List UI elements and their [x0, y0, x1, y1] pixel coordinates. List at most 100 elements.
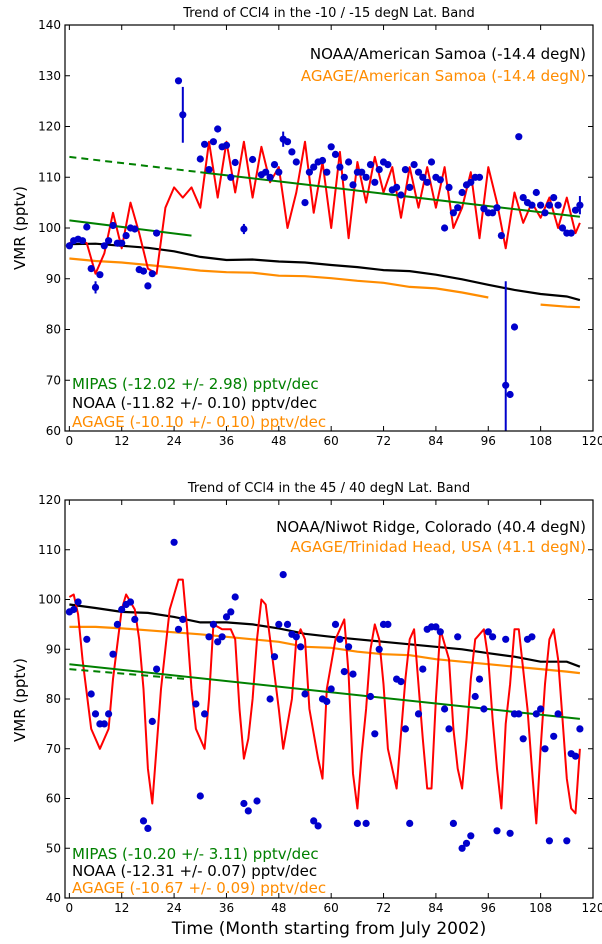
x-axis-label: Time (Month starting from July 2002): [171, 919, 486, 939]
agage-line: [69, 257, 580, 309]
mipas-point-28: [218, 633, 226, 641]
mipas-point-83: [493, 827, 501, 835]
mipas-point-88: [497, 232, 505, 240]
x-tick-label-12: 12: [114, 901, 129, 915]
mipas-point-68: [410, 161, 418, 169]
panel-top-axis-ticks: 0 12 24 36 48 60 72 84 96 108 120 60 70 80 90 100 110 120…: [38, 18, 602, 448]
mipas-point-36: [266, 173, 274, 181]
mipas-point-57: [362, 173, 370, 181]
mipas-point-69: [432, 623, 440, 631]
mipas-point-7: [100, 720, 108, 728]
mipas-point-31: [231, 158, 239, 167]
mipas-point-39: [283, 620, 292, 629]
mipas-point-49: [327, 143, 335, 151]
mipas-point-86: [489, 209, 497, 217]
mipas-point-95: [550, 732, 558, 740]
mipas-point-20: [153, 229, 161, 237]
mipas-point-29: [222, 141, 231, 149]
mipas-trend-dashed-line: [69, 668, 188, 681]
y-tick-label-100: 100: [38, 221, 61, 235]
mipas-point-59: [371, 178, 379, 186]
mipas-point-78: [471, 692, 479, 701]
mipas-point-75: [441, 224, 449, 232]
mipas-point-1: [70, 605, 78, 614]
y-tick-label-60: 60: [46, 424, 61, 438]
mipas-point-66: [419, 665, 427, 673]
mipas-point-16: [144, 824, 152, 833]
mipas-point-85: [506, 829, 514, 837]
mipas-point-88: [519, 735, 527, 743]
y-tick-label-80: 80: [46, 692, 61, 706]
mipas-point-30: [227, 173, 235, 181]
mipas-point-64: [406, 819, 414, 828]
mipas-point-26: [209, 620, 217, 629]
panel-bottom-title: Trend of CCl4 in the 45 / 40 degN Lat. B…: [187, 481, 470, 496]
mipas-point-71: [423, 178, 431, 186]
x-tick-label-108: 108: [529, 434, 552, 448]
mipas-point-29: [222, 613, 231, 621]
mipas-point-91: [510, 323, 519, 331]
mipas-point-56: [366, 692, 375, 701]
mipas-point-106: [576, 201, 584, 209]
mipas-point-104: [567, 229, 575, 237]
mipas-point-0: [65, 242, 73, 250]
mipas-point-52: [345, 643, 353, 651]
panel-top-legend-mipas-trend: MIPAS (-12.02 +/- 2.98) pptv/dec: [72, 375, 319, 393]
mipas-point-80: [480, 705, 488, 713]
mipas-point-42: [297, 643, 305, 651]
mipas-point-48: [323, 168, 331, 176]
mipas-point-3: [78, 237, 87, 245]
mipas-point-37: [275, 620, 283, 629]
mipas-point-18: [144, 282, 152, 290]
mipas-point-27: [214, 125, 222, 133]
mipas-point-70: [419, 173, 427, 181]
panel-bottom: Trend of CCl4 in the 45 / 40 degN Lat. B…: [11, 481, 602, 915]
mipas-point-31: [231, 593, 239, 601]
mipas-point-51: [336, 163, 344, 171]
mipas-point-74: [454, 633, 462, 641]
mipas-point-100: [576, 725, 584, 733]
x-tick-label-96: 96: [481, 901, 496, 915]
mipas-point-97: [537, 201, 545, 209]
mipas-point-99: [545, 201, 554, 209]
mipas-point-62: [384, 161, 392, 169]
mipas-point-100: [550, 194, 558, 202]
mipas-point-43: [301, 690, 309, 698]
mipas-point-60: [384, 620, 392, 629]
panel-top: Trend of CCl4 in the -10 / -15 degN Lat.…: [11, 6, 602, 448]
panel-top-legend-agage-station: AGAGE/American Samoa (-14.4 degN): [301, 67, 586, 85]
panel-bottom-axis-ticks: 0 12 24 36 48 60 72 84 96 108 120 40 50 60 70 80 90 100 11…: [38, 493, 602, 915]
mipas-point-54: [353, 819, 361, 828]
mipas-point-81: [484, 628, 492, 636]
panel-bottom-legend-noaa-trend: NOAA (-12.31 +/- 0.07) pptv/dec: [72, 862, 317, 880]
mipas-point-21: [179, 615, 187, 624]
mipas-point-23: [196, 155, 204, 163]
panel-bottom-ylabel: VMR (pptv): [11, 658, 29, 742]
y-tick-label-120: 120: [38, 493, 61, 507]
mipas-point-58: [366, 161, 375, 169]
mipas-point-53: [349, 670, 357, 678]
panel-top-marks: [65, 77, 584, 431]
y-tick-label-90: 90: [46, 272, 61, 286]
mipas-point-60: [375, 166, 383, 174]
x-tick-label-0: 0: [66, 901, 74, 915]
x-tick-label-60: 60: [324, 901, 339, 915]
mipas-point-53: [345, 158, 353, 166]
mipas-point-5: [87, 265, 95, 273]
mipas-point-15: [139, 817, 148, 825]
mipas-trend-line-0: [69, 663, 581, 720]
mipas-point-52: [340, 173, 348, 181]
mipas-point-9: [105, 237, 113, 245]
mipas-point-5: [91, 710, 100, 718]
mipas-point-97: [563, 837, 571, 845]
panel-bottom-legend-noaa-station: NOAA/Niwot Ridge, Colorado (40.4 degN): [276, 518, 586, 536]
y-tick-label-70: 70: [46, 373, 61, 387]
mipas-point-44: [310, 817, 318, 825]
y-tick-label-70: 70: [46, 742, 61, 756]
mipas-point-82: [489, 633, 497, 641]
mipas-point-3: [83, 635, 91, 643]
mipas-point-4: [87, 690, 95, 698]
x-tick-label-36: 36: [219, 901, 234, 915]
mipas-point-57: [371, 730, 379, 738]
